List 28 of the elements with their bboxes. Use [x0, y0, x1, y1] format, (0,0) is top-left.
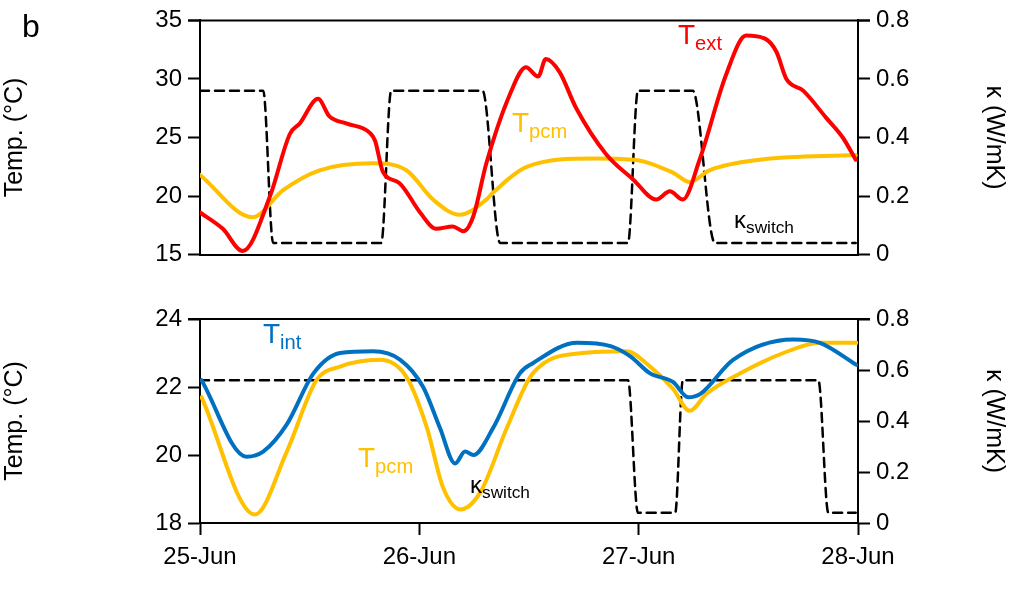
y-tick-label: 20: [155, 439, 182, 467]
y-tick-label: 24: [155, 303, 182, 331]
y2-axis-title: κ (W/mK): [982, 85, 1011, 190]
y-tick-label: 15: [155, 239, 182, 267]
y-tick-label: 18: [155, 507, 182, 535]
y2-tick-label: 0.6: [876, 354, 910, 382]
y2-tick-label: 0: [876, 507, 890, 535]
x-tick-label: 28-Jun: [821, 542, 895, 570]
y-tick-label: 22: [155, 371, 182, 399]
y-tick-label: 25: [155, 122, 182, 150]
y2-axis-title: κ (W/mK): [982, 368, 1011, 474]
y2-tick-label: 0.2: [876, 456, 910, 484]
y-tick-label: 20: [155, 180, 182, 208]
x-tick-label: 27-Jun: [601, 542, 676, 570]
y2-tick-label: 0.8: [876, 5, 910, 33]
y-axis-title: Temp. (°C): [0, 361, 27, 481]
y2-tick-label: 0.2: [876, 180, 910, 208]
y2-tick-label: 0.6: [876, 63, 910, 91]
y2-tick-label: 0.4: [876, 405, 910, 433]
y2-tick-label: 0.8: [876, 303, 910, 331]
y2-tick-label: 0: [876, 239, 890, 267]
text: b: [22, 8, 40, 45]
x-tick-label: 26-Jun: [382, 542, 457, 570]
y2-tick-label: 0.4: [876, 122, 910, 150]
y-tick-label: 35: [155, 5, 182, 33]
y-axis-title: Temp. (°C): [0, 77, 27, 198]
y-tick-label: 30: [155, 63, 182, 91]
x-tick-label: 25-Jun: [163, 542, 237, 570]
